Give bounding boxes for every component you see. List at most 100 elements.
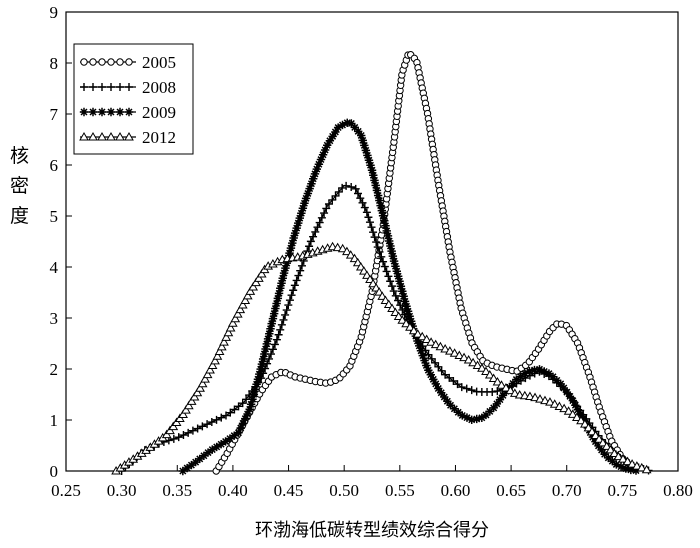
- data-point-2009: [234, 428, 243, 437]
- data-point-2009: [391, 262, 400, 271]
- data-point-2008: [342, 181, 351, 190]
- data-point-2009: [246, 400, 256, 409]
- data-point-2012: [412, 329, 423, 338]
- data-point-2012: [488, 373, 499, 382]
- data-point-2012: [223, 327, 234, 337]
- data-point-2009: [400, 297, 410, 306]
- series-line-2012: [115, 246, 651, 472]
- data-point-2012: [383, 299, 394, 308]
- x-tick-label: 0.35: [162, 481, 192, 500]
- data-point-2008: [370, 233, 379, 242]
- data-point-2009: [303, 189, 313, 198]
- data-point-2012: [609, 448, 620, 457]
- data-point-2009: [443, 396, 452, 406]
- data-point-2008: [372, 238, 381, 247]
- data-point-2009: [422, 361, 431, 370]
- data-point-2009: [245, 405, 254, 414]
- data-point-2012: [235, 304, 246, 314]
- x-tick-label: 0.65: [496, 481, 526, 500]
- data-point-2009: [300, 199, 309, 208]
- data-point-2009: [338, 120, 347, 130]
- data-point-2012: [590, 430, 601, 440]
- data-point-2012: [559, 403, 570, 413]
- data-point-2008: [358, 198, 367, 207]
- data-point-2008: [207, 418, 216, 427]
- data-point-2008: [347, 183, 356, 192]
- data-point-2009: [208, 445, 217, 454]
- data-point-2009: [600, 450, 609, 459]
- data-point-2012: [380, 295, 391, 304]
- data-point-2008: [351, 184, 360, 193]
- legend-marker-2012: [115, 131, 125, 141]
- data-point-2009: [621, 464, 631, 473]
- data-point-2012: [554, 401, 565, 410]
- data-point-2012: [430, 339, 441, 349]
- data-point-2008: [331, 191, 340, 200]
- data-point-2009: [516, 372, 525, 381]
- data-point-2009: [525, 366, 534, 376]
- data-point-2012: [189, 392, 200, 401]
- data-point-2012: [242, 290, 253, 300]
- data-point-2008: [217, 413, 226, 422]
- legend-marker-2005: [89, 58, 97, 66]
- data-point-2009: [265, 329, 274, 338]
- data-point-2008: [276, 325, 285, 334]
- legend-item-2005: 2005: [80, 53, 176, 72]
- data-point-2008: [230, 405, 239, 414]
- data-point-2009: [268, 314, 278, 323]
- data-point-2009: [182, 463, 192, 473]
- data-point-2008: [279, 315, 288, 324]
- data-point-2008: [272, 335, 281, 344]
- x-axis-title: 环渤海低碳转型绩效综合得分: [255, 520, 489, 541]
- data-point-2012: [496, 380, 507, 389]
- data-point-2009: [323, 141, 332, 150]
- series-2012: [111, 241, 652, 475]
- data-point-2008: [324, 199, 333, 208]
- data-point-2009: [271, 304, 280, 313]
- data-point-2012: [509, 388, 520, 397]
- data-point-2009: [273, 294, 283, 303]
- data-point-2009: [573, 405, 583, 414]
- data-point-2012: [440, 343, 451, 353]
- data-point-2009: [249, 390, 259, 399]
- data-point-2012: [594, 434, 604, 443]
- data-point-2012: [237, 300, 248, 309]
- data-point-2012: [514, 389, 525, 399]
- data-point-2009: [310, 169, 320, 179]
- data-point-2008: [317, 213, 326, 222]
- y-tick-label: 3: [50, 309, 59, 328]
- data-point-2008: [188, 426, 197, 435]
- data-point-2012: [417, 331, 428, 341]
- data-point-2009: [363, 151, 372, 160]
- legend-marker-2005: [116, 58, 124, 66]
- data-point-2009: [540, 367, 549, 376]
- data-point-2008: [364, 213, 373, 222]
- data-point-2012: [426, 337, 436, 346]
- data-point-2012: [622, 456, 633, 466]
- x-tick-label: 0.80: [663, 481, 693, 500]
- data-point-2012: [563, 406, 574, 415]
- data-point-2009: [370, 176, 379, 185]
- data-point-2009: [260, 349, 269, 359]
- data-point-2009: [408, 321, 417, 331]
- data-point-2012: [519, 390, 530, 400]
- y-axis-title: 核 密 度: [10, 145, 29, 227]
- data-point-2008: [290, 281, 299, 290]
- data-point-2012: [248, 282, 259, 291]
- data-point-2009: [253, 374, 263, 384]
- data-point-2008: [306, 237, 315, 246]
- axes: 0.25 0.30 0.35 0.40 0.45 0.50 0.55 0.60 0.65 0.70…: [50, 3, 693, 500]
- data-point-2012: [501, 382, 511, 392]
- data-point-2009: [393, 272, 403, 281]
- data-point-2009: [384, 236, 394, 246]
- data-point-2009: [376, 201, 385, 210]
- data-point-2008: [328, 195, 337, 204]
- data-point-2009: [453, 408, 463, 417]
- data-point-2009: [489, 403, 498, 413]
- data-point-2008: [384, 272, 393, 281]
- y-axis-title-char-3: 度: [10, 205, 29, 227]
- data-point-2012: [576, 415, 586, 425]
- data-point-2009: [347, 119, 356, 128]
- data-point-2012: [342, 246, 352, 256]
